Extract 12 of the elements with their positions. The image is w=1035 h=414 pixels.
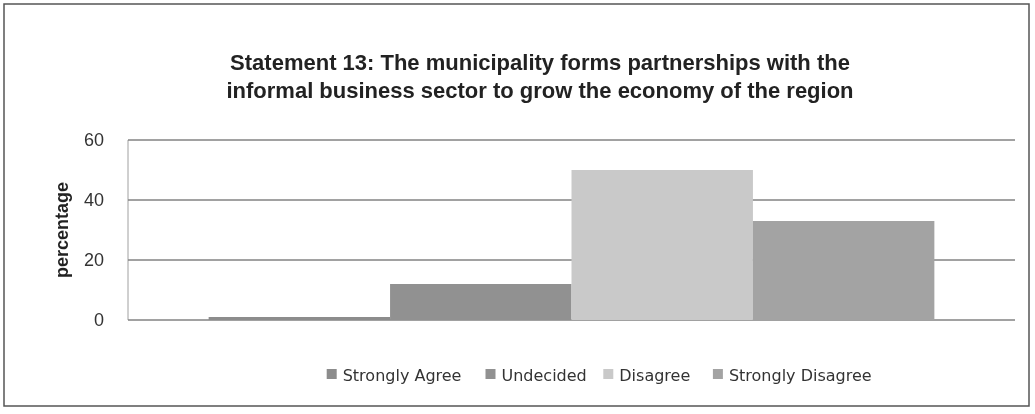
legend-label: Strongly Disagree (728, 366, 872, 385)
y-tick-label: 60 (83, 130, 104, 151)
y-tick-label: 40 (83, 190, 104, 211)
y-tick-label: 20 (83, 250, 104, 271)
bar (752, 221, 935, 320)
bar (571, 170, 753, 320)
y-axis-title: percentage (52, 181, 72, 279)
chart-title: Statement 13: The municipality forms partnerships with the informal business sector to grow the economy of the region (226, 50, 854, 103)
y-tick-label: 0 (93, 310, 104, 331)
legend-label: Disagree (619, 366, 691, 385)
legend-label: Strongly Agree (342, 366, 462, 385)
legend-label: Undecided (501, 366, 587, 385)
